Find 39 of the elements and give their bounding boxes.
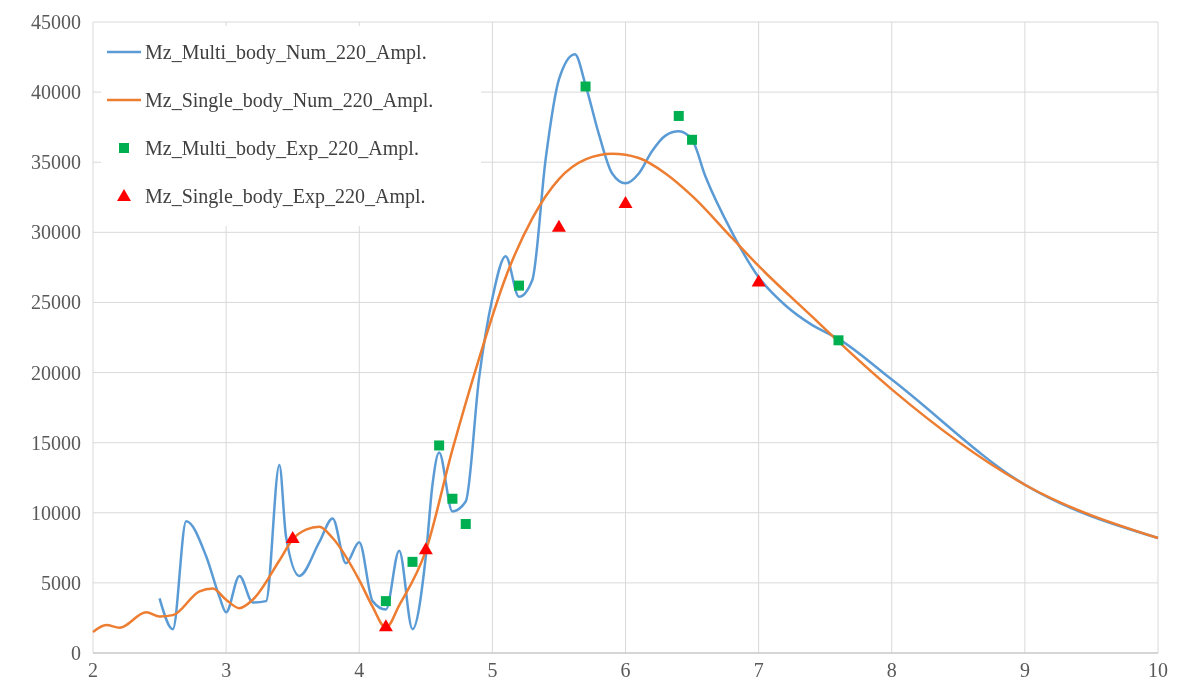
y-tick-label: 15000: [31, 431, 81, 454]
point: [380, 596, 391, 607]
y-tick-label: 30000: [31, 221, 81, 244]
point: [833, 335, 844, 346]
point: [447, 493, 458, 504]
y-tick-label: 25000: [31, 291, 81, 314]
legend-label: Mz_Single_body_Exp_220_Ampl.: [145, 185, 426, 208]
y-tick-label: 35000: [31, 151, 81, 174]
point: [751, 274, 766, 287]
y-tick-label: 5000: [41, 571, 81, 594]
x-tick-label: 2: [88, 659, 98, 681]
legend-label: Mz_Multi_body_Num_220_Ampl.: [145, 41, 427, 64]
x-tick-label: 7: [753, 659, 764, 681]
y-tick-label: 45000: [31, 11, 81, 33]
x-tick-label: 4: [354, 659, 365, 681]
y-tick-label: 20000: [31, 361, 81, 384]
point: [673, 110, 684, 121]
point: [460, 519, 471, 529]
x-tick-label: 8: [886, 659, 897, 681]
point: [378, 619, 393, 632]
point: [580, 81, 591, 92]
y-tick-label: 40000: [31, 81, 81, 104]
legend-label: Mz_Single_body_Num_220_Ampl.: [145, 89, 434, 112]
y-tick-label: 0: [71, 642, 81, 664]
point: [434, 440, 445, 451]
y-tick-label: 10000: [31, 501, 81, 524]
x-tick-label: 3: [221, 659, 232, 681]
point: [618, 195, 633, 208]
x-tick-label: 10: [1148, 659, 1168, 681]
point: [551, 219, 566, 232]
x-tick-label: 5: [487, 659, 498, 681]
point: [285, 531, 300, 544]
point: [407, 556, 418, 567]
legend-label: Mz_Multi_body_Exp_220_Ampl.: [145, 137, 419, 160]
x-tick-label: 9: [1019, 659, 1030, 681]
x-tick-label: 6: [620, 659, 631, 681]
point: [514, 280, 524, 291]
point: [418, 542, 433, 555]
point: [687, 134, 698, 145]
